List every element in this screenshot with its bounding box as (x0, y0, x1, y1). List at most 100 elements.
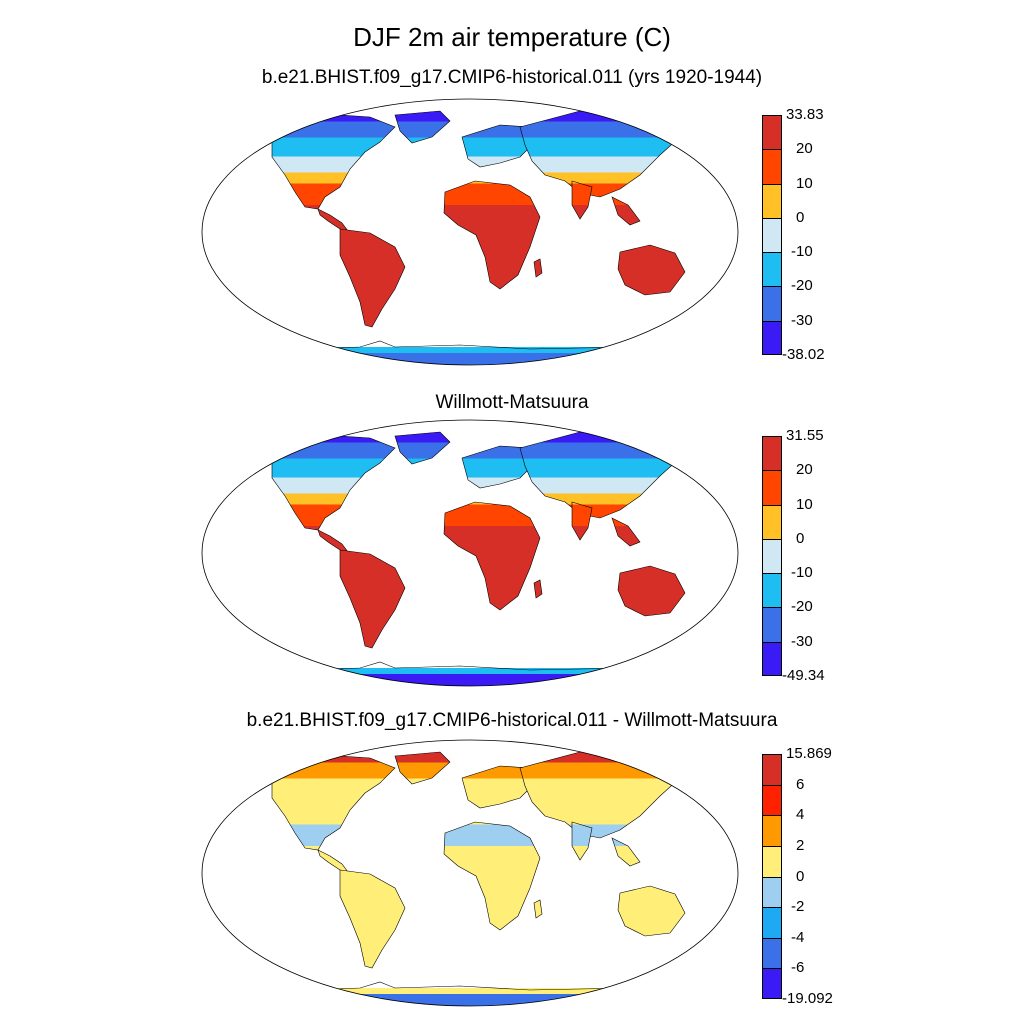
land-madagascar (533, 899, 543, 919)
panel-2-title: Willmott-Matsuura (435, 392, 589, 413)
globe-outline (201, 419, 739, 687)
land-antarctica-coast (310, 347, 630, 353)
land-madagascar (533, 258, 543, 278)
colorbar-label: -10 (791, 564, 813, 582)
colorbar-swatch (763, 115, 781, 150)
colorbar-label: 33.83 (786, 106, 824, 123)
colorbar-label: -30 (791, 311, 813, 329)
land-northAmerica (271, 755, 396, 851)
colorbar-swatch (763, 876, 781, 908)
panel-3-title: b.e21.BHIST.f09_g17.CMIP6-historical.011… (246, 710, 778, 731)
colorbar-swatch (763, 320, 781, 355)
land-europe (461, 124, 536, 168)
globe-outline (201, 98, 739, 366)
land-asia (519, 429, 681, 519)
land-india (571, 180, 593, 220)
colorbar-label: 6 (796, 775, 805, 793)
colorbar-box (762, 115, 782, 355)
land-northAmerica (271, 435, 396, 531)
land-africa (443, 821, 541, 931)
panel-3-map-svg (201, 739, 739, 1007)
land-centralAmerica (317, 529, 349, 553)
colorbar-swatch (763, 968, 781, 999)
colorbar-label: -4 (791, 928, 805, 946)
land-australia (617, 244, 686, 296)
land-asia (519, 108, 681, 198)
land-europe (461, 445, 536, 489)
colorbar-swatch (763, 252, 781, 287)
colorbar-label: -30 (791, 632, 813, 650)
land-africa (443, 180, 541, 290)
land-africa (443, 501, 541, 611)
land-antarctica-coast (310, 668, 630, 674)
colorbar-label: 10 (796, 495, 813, 513)
colorbar-label: -49.34 (782, 667, 825, 684)
land-australia (617, 885, 686, 937)
panel-2-map (200, 418, 740, 688)
colorbar-swatch (763, 641, 781, 676)
colorbar-swatch (763, 784, 781, 816)
land-seAsia (611, 837, 641, 867)
panel-3-colorbar: 15.869 6 4 2 0 -2 -4 -6 -19.092 (762, 746, 833, 1007)
colorbar-label: 20 (796, 140, 813, 158)
antarctica-coastline (309, 981, 631, 991)
land-asia (519, 749, 681, 839)
map-content (271, 749, 686, 1006)
land-antarctica-coast (310, 988, 630, 994)
colorbar-swatch (763, 754, 781, 785)
land-northAmerica (271, 114, 396, 210)
figure-title: DJF 2m air temperature (C) (353, 22, 671, 52)
land-seAsia (611, 517, 641, 547)
colorbar-swatch (763, 183, 781, 218)
panel-1-colorbar: 33.83 20 10 0 -10 -20 -30 -38.02 (762, 107, 832, 363)
colorbar-swatch (763, 217, 781, 253)
land-europe (461, 765, 536, 809)
colorbar-label: 4 (796, 806, 805, 824)
land-greenland (394, 110, 451, 144)
antarctica-coastline (309, 340, 631, 350)
colorbar-label: 0 (796, 208, 805, 226)
colorbar-label: -10 (791, 243, 813, 261)
colorbar-label: 20 (796, 461, 813, 479)
land-india (571, 821, 593, 861)
land-centralAmerica (317, 849, 349, 873)
colorbar-swatch (763, 538, 781, 574)
colorbar-swatch (763, 907, 781, 938)
colorbar-label: -2 (791, 898, 805, 916)
antarctica-coastline (309, 661, 631, 671)
colorbar-swatch (763, 436, 781, 471)
colorbar-swatch (763, 937, 781, 969)
colorbar-swatch (763, 470, 781, 505)
land-india (571, 501, 593, 541)
land-southAmerica (339, 228, 406, 328)
colorbar-swatch (763, 504, 781, 539)
colorbar-label: 10 (796, 174, 813, 192)
land-australia (617, 565, 686, 617)
map-content (271, 429, 686, 686)
land-southAmerica (339, 869, 406, 969)
panel-2-colorbar: 31.55 20 10 0 -10 -20 -30 -49.34 (762, 428, 832, 684)
colorbar-label: 31.55 (786, 427, 824, 444)
land-madagascar (533, 579, 543, 599)
land-seAsia (611, 196, 641, 226)
colorbar-label: -20 (791, 277, 813, 295)
panel-1-title: b.e21.BHIST.f09_g17.CMIP6-historical.011… (261, 67, 763, 88)
colorbar-swatch (763, 149, 781, 184)
colorbar-label: -19.092 (782, 990, 833, 1007)
colorbar-label: 15.869 (786, 745, 832, 762)
colorbar-label: 0 (796, 529, 805, 547)
land-centralAmerica (317, 208, 349, 232)
colorbar-box (762, 754, 782, 999)
globe-outline (201, 739, 739, 1007)
colorbar-label: -38.02 (782, 346, 825, 363)
colorbar-swatch (763, 607, 781, 642)
colorbar-label: 0 (796, 867, 805, 885)
colorbar-label: 2 (796, 836, 805, 854)
panel-1-map-svg (201, 98, 739, 366)
colorbar-swatch (763, 573, 781, 608)
colorbar-label: -6 (791, 959, 805, 977)
panel-3-map (200, 738, 740, 1008)
land-greenland (394, 751, 451, 785)
map-content (271, 108, 686, 365)
land-southAmerica (339, 549, 406, 649)
